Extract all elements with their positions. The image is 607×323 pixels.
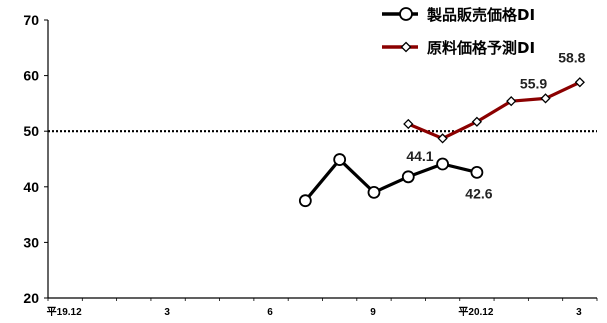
legend-marker — [400, 8, 412, 20]
x-tick-label: 6 — [267, 307, 273, 318]
axes — [44, 20, 597, 301]
series-line — [305, 160, 477, 201]
data-label: 55.9 — [520, 75, 547, 91]
data-point — [437, 159, 448, 170]
data-point — [471, 167, 482, 178]
y-tick-label: 20 — [23, 290, 39, 306]
data-point — [403, 171, 414, 182]
data-label: 58.8 — [558, 49, 585, 65]
x-tick-label: 3 — [164, 307, 170, 318]
series-2 — [404, 78, 584, 143]
y-tick-label: 40 — [23, 179, 39, 195]
data-label: 44.1 — [406, 148, 433, 164]
legend-item-1: 製品販売価格DI — [382, 6, 535, 24]
x-tick-label: 9 — [370, 307, 376, 318]
data-label: 42.6 — [465, 185, 492, 201]
x-tick-label: 平20.12 — [458, 306, 493, 318]
y-tick-label: 70 — [23, 12, 39, 28]
x-tick-label: 平19.12 — [47, 306, 82, 318]
y-tick-labels: 20 30 40 50 60 70 — [23, 12, 39, 306]
series-line — [408, 82, 580, 138]
x-tick-label: 3 — [576, 307, 582, 318]
legend-label: 製品販売価格DI — [426, 6, 535, 24]
y-tick-label: 50 — [23, 123, 39, 139]
legend-marker — [402, 43, 411, 52]
data-point — [368, 187, 379, 198]
legend-item-2: 原料価格予測DI — [382, 39, 535, 57]
legend-label: 原料価格予測DI — [427, 39, 535, 57]
data-point — [334, 154, 345, 165]
series-group — [300, 78, 584, 206]
legend: 製品販売価格DI 原料価格予測DI — [382, 6, 535, 57]
annotations: 44.1 42.6 55.9 58.8 — [406, 49, 585, 201]
y-tick-label: 60 — [23, 68, 39, 84]
y-tick-label: 30 — [23, 234, 39, 250]
data-point — [300, 195, 311, 206]
series-1 — [300, 154, 483, 206]
